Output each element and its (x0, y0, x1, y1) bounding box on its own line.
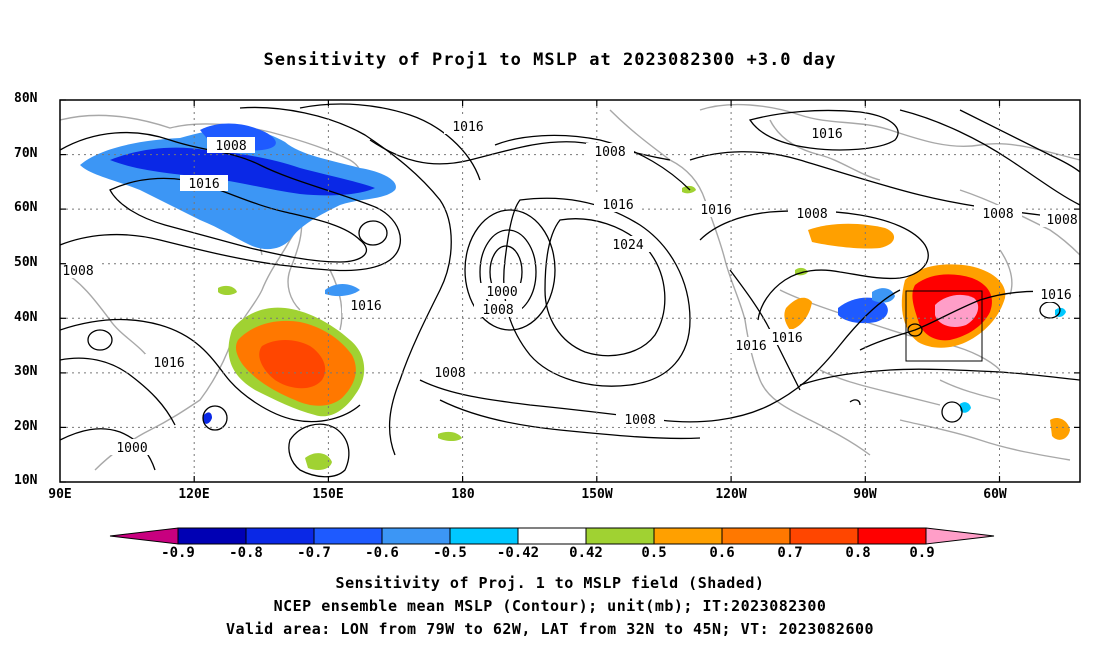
legend-label: 0.7 (777, 545, 803, 561)
legend-label: -0.42 (496, 545, 540, 561)
legend-label: 0.5 (641, 545, 667, 561)
color-bar-swatch (245, 527, 315, 545)
color-bar (109, 527, 995, 545)
legend-label: 0.6 (709, 545, 735, 561)
contour-label: 1016 (602, 198, 633, 213)
contour-label-boxes (60, 118, 1080, 455)
lon-label-120w: 120W (715, 487, 747, 502)
legend-label: -0.6 (365, 545, 399, 561)
color-bar-swatch (177, 527, 247, 545)
contour-label: 1008 (982, 207, 1013, 222)
graticule (60, 100, 1080, 482)
contour-label: 1016 (1040, 288, 1071, 303)
contour-label: 1016 (350, 299, 381, 314)
lat-label-50n: 50N (14, 255, 38, 270)
lat-label-20n: 20N (14, 419, 38, 434)
legend-label: 0.8 (845, 545, 871, 561)
contour-label: 1008 (1046, 213, 1077, 228)
contour-label: 1008 (215, 139, 246, 154)
contour-label: 1000 (486, 285, 517, 300)
contour-label: 1008 (796, 207, 827, 222)
contour-label: 1016 (700, 203, 731, 218)
lon-label-150e: 150E (312, 487, 344, 502)
legend-label: 0.42 (569, 545, 603, 561)
lon-label-60w: 60W (983, 487, 1007, 502)
lon-label-90w: 90W (853, 487, 877, 502)
lon-label-150w: 150W (581, 487, 613, 502)
axis-ticks (60, 99, 1080, 483)
contour-label: 1016 (153, 356, 184, 371)
lat-label-70n: 70N (14, 146, 38, 161)
color-bar-swatch (585, 527, 655, 545)
contour-label: 1000 (116, 441, 147, 456)
contour-label: 1008 (624, 413, 655, 428)
color-bar-swatch (517, 527, 587, 545)
lat-label-60n: 60N (14, 200, 38, 215)
color-bar-swatch (653, 527, 723, 545)
caption-line-3: Valid area: LON from 79W to 62W, LAT fro… (225, 620, 875, 638)
contour-label: 1024 (612, 238, 643, 253)
lat-label-80n: 80N (14, 91, 38, 106)
contour-label: 1008 (482, 303, 513, 318)
legend-label: -0.5 (433, 545, 467, 561)
contour-label: 1008 (434, 366, 465, 381)
color-bar-swatch (449, 527, 519, 545)
color-bar-swatch (789, 527, 859, 545)
map-title: Sensitivity of Proj1 to MSLP at 20230823… (263, 50, 837, 70)
caption-line-1: Sensitivity of Proj. 1 to MSLP field (Sh… (335, 574, 765, 592)
legend-label: -0.8 (229, 545, 263, 561)
contour-label: 1008 (62, 264, 93, 279)
legend-label: -0.7 (297, 545, 331, 561)
contour-label: 1016 (735, 339, 766, 354)
contour-label: 1008 (594, 145, 625, 160)
color-bar-swatch (381, 527, 451, 545)
legend-label: -0.9 (161, 545, 195, 561)
lon-label-120e: 120E (178, 487, 210, 502)
legend-label: 0.9 (909, 545, 935, 561)
lon-label-180: 180 (451, 487, 475, 502)
contour-labels: 1016 1008 1016 1008 1016 1024 1000 1008 1016 1008… (62, 120, 1077, 456)
contour-label: 1016 (771, 331, 802, 346)
lat-label-40n: 40N (14, 310, 38, 325)
color-bar-swatch (925, 527, 995, 545)
valid-area-box (905, 290, 983, 362)
caption-line-2: NCEP ensemble mean MSLP (Contour); unit(… (273, 597, 827, 615)
color-bar-swatch (109, 527, 179, 545)
color-bar-swatch (313, 527, 383, 545)
lat-label-10n: 10N (14, 473, 38, 488)
lon-label-90e: 90E (48, 487, 72, 502)
sensitivity-shading (80, 123, 1070, 470)
contour-label: 1016 (452, 120, 483, 135)
contour-label: 1016 (811, 127, 842, 142)
color-bar-swatch (721, 527, 791, 545)
contour-label: 1016 (188, 177, 219, 192)
plot-frame (59, 99, 1081, 483)
color-bar-swatch (857, 527, 927, 545)
lat-label-30n: 30N (14, 364, 38, 379)
